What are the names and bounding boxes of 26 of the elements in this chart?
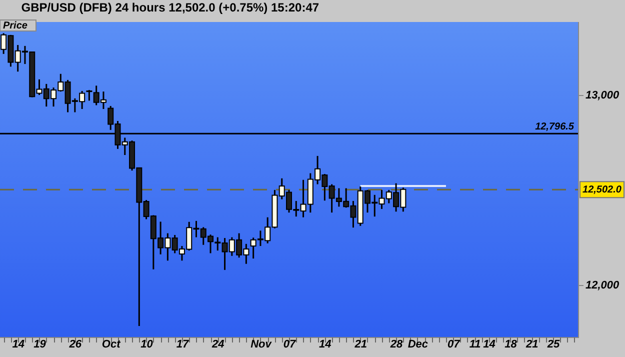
x-tick-label: 26 <box>68 338 82 350</box>
ref-line-label: 12,502.0 <box>582 184 622 196</box>
x-tick-label: 21 <box>524 338 538 350</box>
x-tick-label: 19 <box>34 338 47 350</box>
x-tick-label: 25 <box>546 338 561 350</box>
y-tick-label: 12,000 <box>586 279 620 292</box>
x-tick-label: Dec <box>408 338 428 350</box>
x-tick-label: 17 <box>176 338 190 350</box>
y-axis-title: Price <box>3 20 28 32</box>
ref-line-label: 12,796.5 <box>535 122 574 133</box>
x-tick-label: 14 <box>12 338 24 350</box>
x-tick-label: 24 <box>211 338 224 350</box>
x-tick-label: Nov <box>250 338 272 350</box>
x-tick-label: 28 <box>389 338 404 350</box>
y-tick-label: 13,000 <box>586 89 620 102</box>
x-tick-label: 10 <box>140 338 154 350</box>
x-tick-label: 07 <box>448 338 461 350</box>
x-tick-label: Oct <box>102 338 122 350</box>
x-tick-label: 14 <box>319 338 332 350</box>
x-tick-label: 14 <box>483 338 496 350</box>
x-tick-label: 18 <box>504 338 518 350</box>
x-tick-label: 21 <box>354 338 367 350</box>
candlestick <box>86 89 92 102</box>
x-tick-label: 11 <box>469 338 481 350</box>
chart-title: GBP/USD (DFB) 24 hours 12,502.0 (+0.75%) 15:20:47 <box>21 0 320 14</box>
x-tick-label: 07 <box>283 338 296 350</box>
